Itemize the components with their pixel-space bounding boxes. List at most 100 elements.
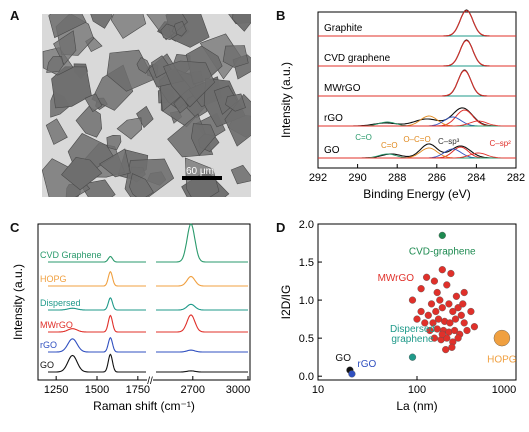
panel-letter-d: D (276, 220, 286, 235)
scatter-point (436, 296, 444, 304)
ratio-scatter-chart: 10 100 1000 0.0 0.5 1.0 1.5 2.0 La (nm) I2D/IG CVD… (279, 220, 517, 413)
label-dispersed-1: Dispersed (390, 324, 435, 335)
xps-annotation: O–C=O (403, 135, 430, 144)
scatter-point (433, 288, 441, 297)
scatter-point (449, 307, 457, 316)
raman-curve-right (156, 275, 248, 287)
graphene-flake (150, 55, 172, 79)
raman-curve-right (156, 370, 248, 373)
x-tick-label: 3000 (226, 384, 250, 396)
graphene-flake (75, 106, 103, 138)
y-tick-label: 0.5 (299, 333, 314, 345)
xps-chart: 292 290 288 286 284 282 Binding Energy (eV) Int… (279, 9, 525, 201)
graphene-flake (230, 164, 251, 185)
xps-component-curve (318, 120, 516, 127)
raman-curve-left (48, 314, 146, 333)
raman-curve-right (156, 303, 248, 311)
graphene-flake (116, 117, 143, 140)
x-tick-label: 1750 (126, 384, 150, 396)
scatter-point (424, 311, 432, 319)
x-tick-label: 1250 (44, 384, 68, 396)
xps-fit-curve (318, 109, 516, 127)
graphene-flake (225, 93, 246, 112)
scatter-point (459, 300, 467, 308)
scatter-point (451, 326, 459, 335)
scatter-point (454, 334, 462, 342)
xps-fit-curve (318, 39, 516, 67)
scatter-point (463, 326, 471, 335)
scatter-point (434, 315, 443, 323)
scatter-point (438, 231, 446, 240)
x-tick-label: 1500 (85, 384, 109, 396)
graphene-flake (98, 148, 131, 178)
xps-annotation: C=O (355, 133, 372, 142)
scatter-point (413, 315, 421, 323)
scatter-point (430, 334, 439, 342)
raman-curve-left (48, 297, 146, 311)
xps-curve (318, 107, 516, 127)
series-label: GO (40, 360, 54, 370)
scatter-point (417, 285, 425, 293)
raman-curve-left (48, 255, 146, 263)
x-tick-label: 100 (408, 384, 426, 396)
series-label: rGO (324, 113, 343, 124)
scatter-point (408, 296, 417, 304)
panel-letter-b: B (276, 8, 286, 23)
label-mwrgo: MWrGO (378, 273, 415, 284)
xps-component-curve (318, 148, 516, 159)
label-go: GO (335, 353, 351, 364)
y-tick-label: 1.5 (299, 257, 314, 269)
scatter-point (451, 315, 460, 323)
x-tick-label: 288 (388, 172, 406, 184)
xps-component-curve (318, 152, 516, 159)
graphene-flake (46, 56, 64, 73)
y-axis-label: Intensity (a.u.) (279, 62, 293, 138)
raman-curve-left (48, 270, 146, 287)
scatter-point (443, 281, 451, 289)
scatter-point (493, 329, 511, 347)
scatter-point (430, 277, 439, 285)
scatter-point (446, 319, 454, 327)
graphene-flake (45, 118, 68, 145)
x-tick-label: 282 (507, 172, 525, 184)
scatter-point (432, 307, 440, 316)
y-tick-label: 0.0 (299, 371, 314, 383)
x-tick-label: 286 (428, 172, 446, 184)
series-label: CVD Graphene (40, 250, 102, 260)
raman-chart: // 1250 1500 1750 2700 3000 Raman shift (cm⁻¹)… (11, 223, 251, 413)
scatter-point (421, 319, 429, 327)
series-label: MWrGO (324, 83, 361, 94)
scale-bar-label: 60 μm (186, 166, 214, 177)
graphene-flake (53, 30, 77, 66)
series-label: HOPG (40, 274, 67, 284)
graphene-flake (232, 14, 251, 32)
graphene-flake (136, 105, 154, 129)
y-axis-label: Intensity (a.u.) (11, 264, 25, 340)
axis-break-gap (147, 376, 153, 384)
xps-annotation: C=O (381, 141, 398, 150)
x-tick-label: 2700 (181, 384, 205, 396)
graphene-flake (160, 23, 178, 41)
graphene-flake (129, 173, 154, 197)
graphene-flake (110, 14, 147, 39)
graphene-flake (48, 14, 87, 39)
raman-curve-right (156, 349, 248, 353)
scatter-point (427, 300, 436, 308)
scatter-point (448, 343, 456, 351)
scatter-point (408, 353, 417, 361)
x-tick-label: 1000 (492, 384, 516, 396)
graphene-flake (199, 33, 241, 80)
scatter-point (467, 307, 475, 316)
label-dispersed-2: graphene (391, 334, 434, 345)
scatter-point (470, 323, 479, 331)
scatter-point (423, 273, 431, 281)
label-hopg: HOPG (487, 354, 517, 365)
graphene-flake (136, 57, 151, 74)
x-tick-label: 290 (348, 172, 366, 184)
scatter-point (454, 304, 462, 312)
y-tick-label: 2.0 (299, 220, 314, 231)
scale-bar (182, 176, 222, 180)
scatter-point (460, 319, 468, 327)
graphene-flake (90, 14, 113, 29)
x-tick-label: 284 (467, 172, 485, 184)
